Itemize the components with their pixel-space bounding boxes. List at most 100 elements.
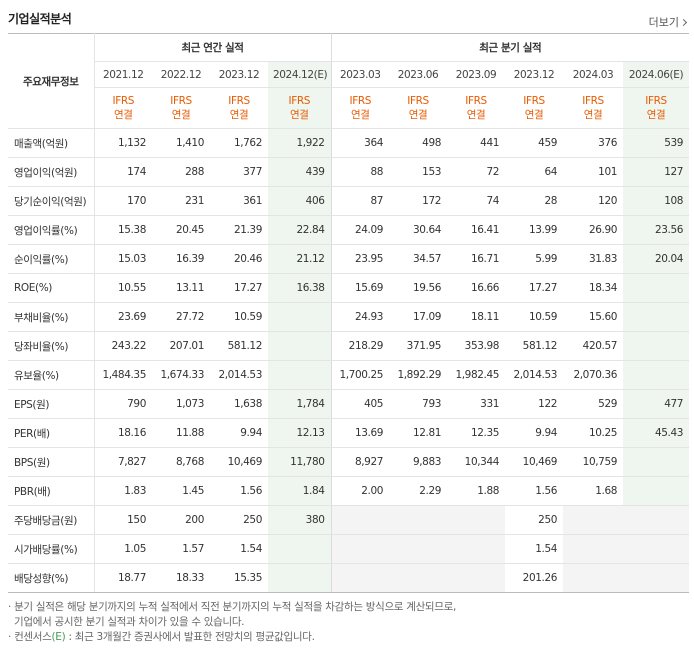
value-cell: 88 (331, 157, 390, 187)
value-cell: 420.57 (563, 331, 624, 361)
period-header: 2023.09 (447, 61, 506, 88)
ifrs-header: IFRS 연결 (331, 87, 390, 129)
value-cell: 1.88 (447, 476, 506, 506)
value-cell (268, 302, 332, 332)
consolidated-label: 연결 (583, 109, 603, 121)
ifrs-label: IFRS (523, 95, 545, 107)
value-cell (563, 534, 624, 564)
value-cell: 13.99 (505, 215, 564, 245)
row-label: 부채비율(%) (8, 302, 95, 332)
period-header: 2024.06(E) (623, 61, 690, 88)
value-cell: 380 (268, 505, 332, 535)
table-row: ROE(%) 10.55 13.11 17.27 16.38 15.69 19.56 16.6… (8, 273, 690, 303)
row-label: 당좌비율(%) (8, 331, 95, 361)
value-cell: 1,073 (152, 389, 210, 419)
value-cell (389, 505, 448, 535)
value-cell (623, 331, 690, 361)
value-cell: 1,762 (210, 128, 268, 158)
value-cell: 1.45 (152, 476, 210, 506)
value-cell: 377 (210, 157, 268, 187)
value-cell: 1.57 (152, 534, 210, 564)
more-link[interactable]: 더보기 (649, 14, 688, 30)
value-cell: 1,132 (94, 128, 152, 158)
value-cell (447, 534, 506, 564)
row-label: 주당배당금(원) (8, 505, 95, 535)
value-cell: 231 (152, 186, 210, 216)
value-cell: 353.98 (447, 331, 506, 361)
consolidated-label: 연결 (408, 109, 428, 121)
value-cell (389, 563, 448, 593)
consolidated-label: 연결 (646, 109, 666, 121)
ifrs-header: IFRS 연결 (447, 87, 506, 129)
value-cell: 15.35 (210, 563, 268, 593)
value-cell: 13.11 (152, 273, 210, 303)
value-cell: 371.95 (389, 331, 448, 361)
value-cell: 72 (447, 157, 506, 187)
value-cell: 459 (505, 128, 564, 158)
value-cell: 12.35 (447, 418, 506, 448)
value-cell: 1,982.45 (447, 360, 506, 390)
ifrs-label: IFRS (288, 95, 311, 107)
value-cell: 17.27 (505, 273, 564, 303)
value-cell: 2.29 (389, 476, 448, 506)
value-cell: 17.09 (389, 302, 448, 332)
value-cell: 1,700.25 (331, 360, 390, 390)
consolidated-label: 연결 (171, 109, 191, 121)
value-cell: 16.66 (447, 273, 506, 303)
value-cell: 101 (563, 157, 624, 187)
value-cell: 2,014.53 (505, 360, 564, 390)
value-cell: 34.57 (389, 244, 448, 274)
value-cell: 108 (623, 186, 690, 216)
value-cell: 127 (623, 157, 690, 187)
ifrs-header: IFRS 연결 (505, 87, 564, 129)
value-cell: 18.11 (447, 302, 506, 332)
value-cell: 23.95 (331, 244, 390, 274)
value-cell: 24.93 (331, 302, 390, 332)
value-cell: 27.72 (152, 302, 210, 332)
value-cell: 2.00 (331, 476, 390, 506)
table-row: 주당배당금(원) 150 200 250 380 250 (8, 505, 690, 535)
value-cell: 529 (563, 389, 624, 419)
value-cell: 8,768 (152, 447, 210, 477)
value-cell (331, 534, 390, 564)
value-cell: 1,892.29 (389, 360, 448, 390)
value-cell: 12.81 (389, 418, 448, 448)
value-cell: 1,784 (268, 389, 332, 419)
value-cell (623, 273, 690, 303)
row-label: 시가배당률(%) (8, 534, 95, 564)
value-cell (623, 563, 690, 593)
value-cell: 1.68 (563, 476, 624, 506)
period-header: 2024.03 (563, 61, 624, 88)
value-cell: 30.64 (389, 215, 448, 245)
value-cell: 10,344 (447, 447, 506, 477)
value-cell: 11.88 (152, 418, 210, 448)
ifrs-label: IFRS (407, 95, 429, 107)
row-label: PER(배) (8, 418, 95, 448)
value-cell: 1.56 (505, 476, 564, 506)
value-cell (389, 534, 448, 564)
consolidated-label: 연결 (289, 109, 309, 121)
period-header: 2023.12 (210, 61, 268, 88)
value-cell: 790 (94, 389, 152, 419)
ifrs-label: IFRS (465, 95, 487, 107)
value-cell (623, 302, 690, 332)
consolidated-label: 연결 (524, 109, 544, 121)
table-row: EPS(원) 790 1,073 1,638 1,784 405 793 331 122 529 4… (8, 389, 690, 419)
row-label: 순이익률(%) (8, 244, 95, 274)
value-cell (623, 476, 690, 506)
row-label: BPS(원) (8, 447, 95, 477)
value-cell: 23.56 (623, 215, 690, 245)
value-cell: 26.90 (563, 215, 624, 245)
value-cell: 10.59 (210, 302, 268, 332)
table-row: 시가배당률(%) 1.05 1.57 1.54 1.54 (8, 534, 690, 564)
ifrs-header: IFRS 연결 (563, 87, 624, 129)
ifrs-label: IFRS (582, 95, 604, 107)
value-cell (268, 360, 332, 390)
value-cell: 10,469 (210, 447, 268, 477)
value-cell (563, 563, 624, 593)
value-cell (331, 505, 390, 535)
row-label: 배당성향(%) (8, 563, 95, 593)
value-cell: 1.84 (268, 476, 332, 506)
value-cell: 28 (505, 186, 564, 216)
value-cell: 439 (268, 157, 332, 187)
